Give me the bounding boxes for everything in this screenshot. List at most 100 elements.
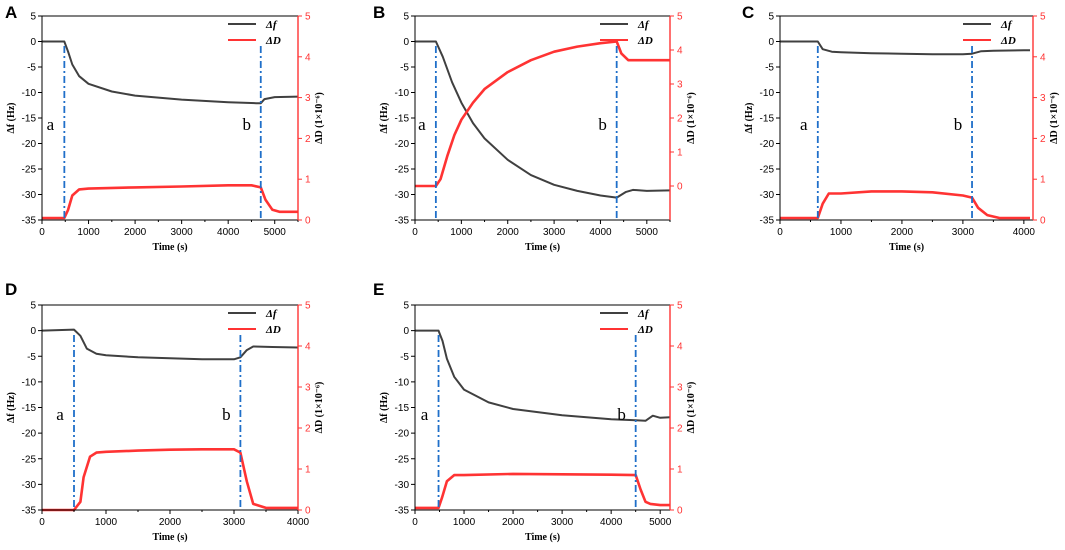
x-tick-label: 0	[39, 517, 45, 528]
right-y-tick-label: 3	[305, 383, 311, 394]
panel-b: Ba b 0 1000 2000 3000 4000 5000 5 0 -5 -10 -15 -20 -25…	[373, 3, 697, 253]
left-y-tick-label: -20	[760, 139, 775, 150]
x-tick-label: 3000	[223, 517, 246, 528]
right-y-axis-title: ΔD (1×10⁻⁶)	[1049, 92, 1060, 144]
delta-d-series-line	[42, 447, 298, 512]
left-y-axis-title: Δf (Hz)	[379, 392, 390, 423]
right-y-tick-label: 0	[677, 506, 683, 517]
event-marker-label: a	[418, 115, 426, 134]
right-y-tick-label: 0	[305, 506, 311, 517]
left-y-tick-label: -15	[22, 114, 37, 125]
panel-c: Ca b 0 1000 2000 3000 4000 5 0 -5 -10 -15 -20 -25 -30 -…	[742, 3, 1060, 253]
right-y-tick-label: 0	[677, 182, 683, 193]
event-marker-label: b	[222, 405, 231, 424]
x-tick-label: 1000	[830, 227, 853, 238]
x-tick-label: 4000	[1013, 227, 1036, 238]
right-y-tick-label: 5	[677, 301, 683, 312]
x-tick-label: 4000	[589, 227, 612, 238]
right-y-tick-label: 5	[305, 301, 311, 312]
x-tick-label: 1000	[450, 227, 473, 238]
delta-d-series-line	[42, 184, 298, 220]
delta-f-series-line	[780, 40, 1030, 56]
left-y-tick-label: -25	[760, 165, 775, 176]
delta-f-series-line	[415, 329, 671, 422]
right-y-tick-label: 4	[677, 46, 683, 57]
event-marker-label: b	[617, 405, 626, 424]
right-y-axis-title: ΔD (1×10⁻⁶)	[686, 92, 697, 144]
right-y-tick-label: 2	[1040, 134, 1046, 145]
left-y-axis-title: Δf (Hz)	[744, 103, 755, 134]
panel-letter: C	[742, 3, 754, 22]
panel-a: Aa b 0 1000 2000 3000 4000 5000 5 0 -5 -10 -15 -20 -25…	[5, 3, 325, 253]
x-axis-title: Time (s)	[525, 532, 560, 543]
left-y-tick-label: -5	[400, 63, 409, 74]
legend-label: ΔD	[265, 35, 281, 47]
right-y-tick-label: 3	[677, 383, 683, 394]
x-tick-label: 4000	[600, 517, 623, 528]
right-y-tick-label: 1	[1040, 175, 1046, 186]
right-y-tick-label: 2	[677, 424, 683, 435]
x-axis-title: Time (s)	[152, 242, 187, 253]
left-y-tick-label: -5	[765, 63, 774, 74]
left-y-tick-label: 0	[403, 326, 409, 337]
x-tick-label: 2000	[159, 517, 182, 528]
left-y-axis-title: Δf (Hz)	[379, 103, 390, 134]
x-tick-label: 1000	[453, 517, 476, 528]
right-y-tick-label: 2	[677, 114, 683, 125]
right-y-tick-label: 4	[1040, 52, 1046, 63]
left-y-axis-title: Δf (Hz)	[6, 103, 17, 134]
x-tick-label: 2000	[891, 227, 914, 238]
delta-d-series-line	[415, 472, 670, 510]
delta-f-series-line	[42, 40, 299, 105]
right-y-tick-label: 2	[305, 424, 311, 435]
left-y-tick-label: -20	[395, 429, 410, 440]
x-axis-title: Time (s)	[152, 532, 187, 543]
x-axis-title: Time (s)	[525, 242, 560, 253]
delta-f-series-line	[415, 40, 671, 199]
panel-letter: E	[373, 280, 384, 299]
right-y-tick-label: 5	[1040, 12, 1046, 23]
legend-label: Δf	[265, 19, 278, 31]
left-y-tick-label: -25	[22, 165, 37, 176]
x-tick-label: 5000	[649, 517, 672, 528]
left-y-axis-title: Δf (Hz)	[6, 392, 17, 423]
left-y-tick-label: -35	[22, 216, 37, 227]
right-y-tick-label: 2	[305, 134, 311, 145]
legend-label: Δf	[265, 308, 278, 320]
left-y-tick-label: 0	[768, 37, 774, 48]
left-y-tick-label: -5	[27, 63, 36, 74]
legend: Δf ΔD	[600, 308, 653, 336]
panel-letter: B	[373, 3, 385, 22]
left-y-tick-label: -30	[395, 480, 410, 491]
panel-letter: A	[5, 3, 17, 22]
right-y-tick-label: 1	[677, 465, 683, 476]
x-tick-label: 4000	[287, 517, 310, 528]
left-y-tick-label: -20	[395, 139, 410, 150]
right-y-tick-label: 3	[677, 80, 683, 91]
legend-label: ΔD	[1000, 35, 1016, 47]
delta-d-series-line	[780, 190, 1030, 220]
left-y-tick-label: -10	[395, 377, 410, 388]
left-y-tick-label: 0	[30, 326, 36, 337]
x-axis-title: Time (s)	[889, 242, 924, 253]
right-y-tick-label: 3	[1040, 93, 1046, 104]
right-y-tick-label: 5	[305, 12, 311, 23]
right-y-tick-label: 1	[305, 175, 311, 186]
x-tick-label: 3000	[551, 517, 574, 528]
left-y-tick-label: -30	[395, 190, 410, 201]
left-y-tick-label: 0	[403, 37, 409, 48]
event-marker-label: b	[243, 115, 252, 134]
x-tick-label: 1000	[95, 517, 118, 528]
legend: Δf ΔD	[228, 19, 281, 47]
left-y-tick-label: -35	[22, 506, 37, 517]
left-y-tick-label: -35	[395, 506, 410, 517]
legend-label: ΔD	[265, 324, 281, 336]
left-y-tick-label: -25	[22, 454, 37, 465]
left-y-tick-label: -5	[27, 352, 36, 363]
right-y-tick-label: 0	[1040, 216, 1046, 227]
left-y-tick-label: -10	[760, 88, 775, 99]
right-y-tick-label: 1	[305, 465, 311, 476]
x-tick-label: 3000	[952, 227, 975, 238]
right-y-axis-title: ΔD (1×10⁻⁶)	[314, 92, 325, 144]
